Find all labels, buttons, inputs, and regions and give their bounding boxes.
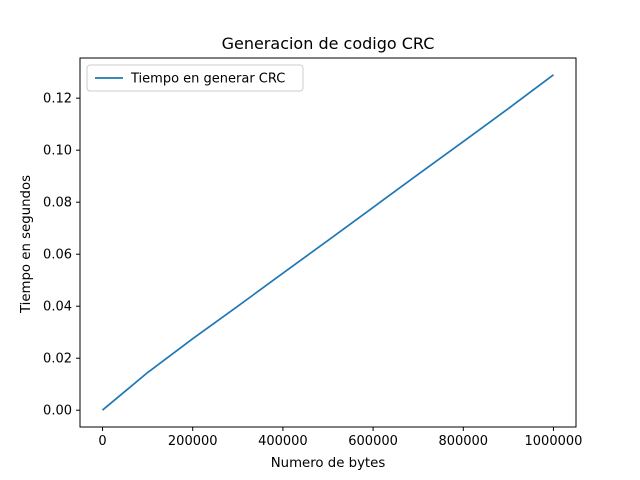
x-tick-label: 400000 (258, 434, 308, 449)
legend: Tiempo en generar CRC (86, 64, 304, 92)
y-tick-label: 0.00 (43, 404, 72, 419)
legend-box (86, 64, 304, 92)
x-tick-label: 600000 (348, 434, 398, 449)
x-tick-label: 0 (98, 434, 106, 449)
y-tick-label: 0.10 (43, 144, 72, 159)
y-axis-ticks: 0.00 0.02 0.04 0.06 0.08 0.10 0.12 (43, 92, 80, 419)
x-axis-title: Numero de bytes (271, 456, 386, 471)
chart-title: Generacion de codigo CRC (222, 34, 435, 53)
y-tick-label: 0.06 (43, 248, 72, 263)
y-tick-label: 0.02 (43, 352, 72, 367)
y-tick-label: 0.08 (43, 196, 72, 211)
series-line (101, 74, 554, 411)
x-tick-label: 200000 (168, 434, 218, 449)
series-layer (101, 74, 554, 411)
y-tick-label: 0.12 (43, 92, 72, 107)
legend-label: Tiempo en generar CRC (130, 72, 285, 87)
axes-frame (79, 57, 577, 428)
x-axis-ticks: 0 200000 400000 600000 800000 1000000 (98, 427, 582, 449)
y-tick-label: 0.04 (43, 300, 72, 315)
y-axis-title: Tiempo en segundos (19, 175, 34, 314)
x-tick-label: 800000 (438, 434, 488, 449)
x-tick-label: 1000000 (525, 434, 583, 449)
plot-area (79, 57, 577, 428)
